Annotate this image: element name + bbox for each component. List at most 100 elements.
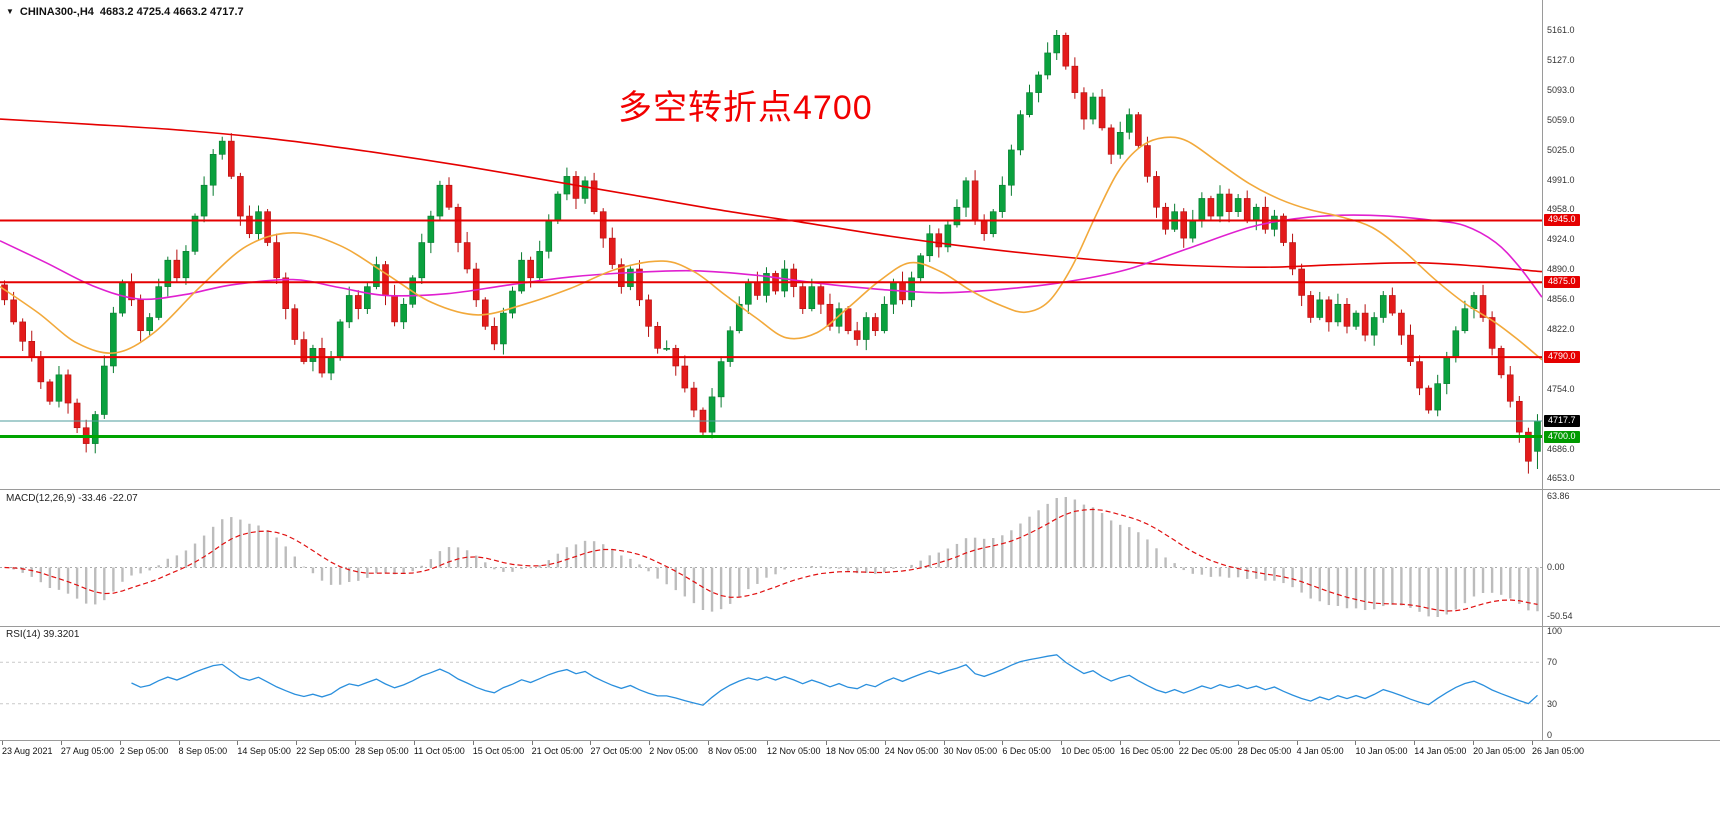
time-tick	[767, 741, 768, 745]
time-tick	[119, 741, 121, 745]
time-label: 15 Oct 05:00	[472, 746, 525, 756]
candle-body	[1479, 295, 1487, 318]
price-tick: 4991.0	[1547, 174, 1575, 185]
candle-body	[627, 268, 634, 287]
candle-body	[318, 348, 326, 374]
candle-body	[590, 180, 598, 212]
candle-body	[817, 286, 825, 305]
candle-body	[282, 277, 290, 309]
candle-body	[454, 206, 462, 243]
candle-body	[717, 361, 725, 398]
symbol-header[interactable]: ▼ CHINA300-,H4 4683.2 4725.4 4663.2 4717…	[6, 6, 244, 18]
candle-body	[690, 387, 698, 411]
candle-body	[763, 273, 770, 296]
price-tick: 5161.0	[1547, 25, 1575, 35]
price-tick: 4924.0	[1547, 234, 1575, 244]
time-tick	[590, 741, 592, 745]
candle-body	[1461, 308, 1469, 332]
time-tick	[1532, 741, 1533, 745]
time-axis-separator	[0, 740, 1720, 741]
rsi-axis-label: 30	[1547, 698, 1558, 709]
candle-body	[146, 317, 153, 332]
time-tick	[943, 741, 945, 745]
candle-body	[708, 396, 716, 433]
candle-body	[808, 286, 816, 309]
candle-body	[935, 233, 943, 248]
candle-body	[989, 211, 997, 235]
time-label: 4 Jan 05:00	[1296, 746, 1344, 756]
time-label: 14 Sep 05:00	[237, 746, 291, 756]
price-badge-4945.0: 4945.0	[1544, 214, 1580, 227]
time-axis[interactable]: 23 Aug 2021 27 Aug 05:00 2 Sep 05:00 8 Sep …	[0, 741, 1720, 771]
candle-body	[1098, 96, 1106, 129]
candle-body	[1234, 198, 1242, 212]
time-label: 27 Oct 05:00	[590, 746, 642, 756]
price-badge-4700.0: 4700.0	[1544, 430, 1580, 443]
time-tick	[472, 741, 474, 745]
candle-body	[91, 414, 99, 444]
candle-body	[1062, 34, 1070, 67]
candle-body	[1044, 52, 1051, 76]
macd-panel[interactable]	[0, 489, 1542, 626]
candle-body	[1407, 334, 1414, 362]
time-label: 22 Sep 05:00	[296, 746, 350, 756]
candle-body	[980, 220, 988, 235]
candle-body	[336, 321, 344, 358]
main-chart[interactable]	[0, 0, 1542, 489]
candle-body	[1488, 317, 1496, 349]
candle-body	[1, 284, 8, 301]
candle-body	[1470, 295, 1478, 309]
candle-body	[1316, 299, 1324, 318]
time-tick	[355, 741, 357, 745]
candle-body	[853, 330, 861, 340]
time-label: 21 Oct 05:00	[531, 746, 584, 756]
time-label: 28 Dec 05:00	[1237, 746, 1292, 756]
price-axis[interactable]: 5161.0 5127.0 5093.0 5059.0 5025.0 4991.0 4958…	[1543, 0, 1720, 741]
symbol-dropdown-icon[interactable]: ▼	[6, 7, 14, 16]
time-tick	[1296, 741, 1298, 745]
candle-body	[881, 303, 888, 332]
price-tick: 5127.0	[1547, 54, 1575, 65]
candle-body	[599, 211, 607, 239]
candle-body	[781, 268, 788, 292]
time-label: 11 Oct 05:00	[413, 746, 465, 756]
candle-body	[327, 356, 335, 374]
candle-body	[962, 180, 970, 208]
candle-body	[164, 259, 172, 287]
candle-body	[491, 326, 498, 345]
candle-body	[1053, 34, 1061, 54]
candle-body	[636, 268, 643, 301]
rsi-axis-label: 70	[1547, 657, 1558, 668]
candle-body	[1389, 295, 1396, 314]
price-tick: 4958.0	[1547, 204, 1575, 215]
candle-body	[953, 206, 961, 226]
candle-body	[481, 299, 489, 327]
candle-body	[754, 281, 761, 296]
candle-body	[309, 348, 317, 362]
symbol-ohlc: 4683.2 4725.4 4663.2 4717.7	[99, 6, 244, 18]
price-tick: 5059.0	[1547, 114, 1575, 125]
time-tick	[1002, 741, 1004, 745]
candle-body	[500, 312, 507, 345]
candle-body	[1116, 131, 1124, 155]
candle-body	[944, 224, 952, 248]
candle-body	[790, 268, 797, 287]
candle-body	[345, 295, 353, 323]
price-tick: 4822.0	[1547, 323, 1575, 334]
candle-body	[173, 259, 181, 279]
candle-body	[37, 356, 45, 383]
rsi-panel[interactable]	[0, 626, 1542, 740]
candle-body	[1107, 127, 1115, 155]
candle-body	[1162, 206, 1169, 230]
time-label: 24 Nov 05:00	[884, 746, 939, 756]
time-tick	[2, 741, 3, 745]
candle-body	[1207, 198, 1215, 217]
time-tick	[1473, 741, 1475, 745]
candle-body	[554, 193, 562, 221]
candle-body	[1008, 149, 1015, 186]
candle-body	[427, 215, 435, 243]
time-tick	[1237, 741, 1239, 745]
candle-body	[1289, 242, 1296, 270]
candle-body	[373, 264, 380, 287]
candle-body	[46, 381, 54, 402]
